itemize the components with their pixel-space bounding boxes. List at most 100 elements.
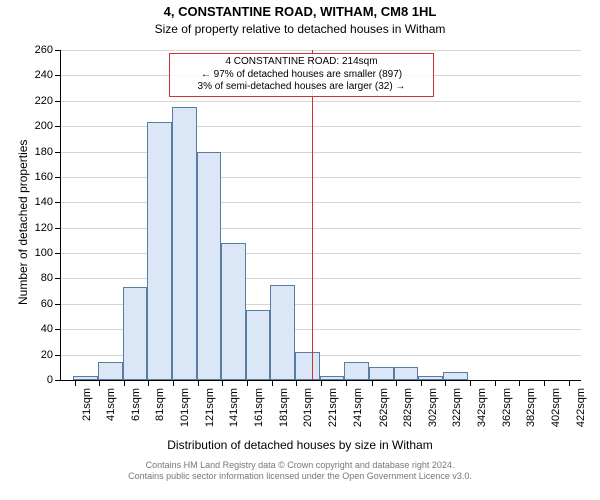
x-tick-label: 382sqm (525, 388, 537, 432)
histogram-bar (344, 362, 369, 380)
annotation-line-3: 3% of semi-detached houses are larger (3… (174, 81, 429, 94)
gridline (61, 228, 581, 229)
gridline (61, 152, 581, 153)
y-tick-label: 40 (41, 323, 53, 335)
x-tick-label: 302sqm (427, 388, 439, 432)
x-tick (519, 380, 520, 386)
y-tick (55, 329, 61, 330)
x-tick (495, 380, 496, 386)
chart-title: 4, CONSTANTINE ROAD, WITHAM, CM8 1HL (0, 4, 600, 19)
y-tick (55, 177, 61, 178)
histogram-bar (246, 310, 271, 380)
histogram-bar (172, 107, 197, 380)
x-tick (148, 380, 149, 386)
x-tick-label: 402sqm (550, 388, 562, 432)
y-tick-label: 80 (41, 272, 53, 284)
y-tick-label: 60 (41, 298, 53, 310)
y-tick (55, 304, 61, 305)
histogram-bar (98, 362, 123, 380)
histogram-bar (320, 376, 345, 380)
annotation-line-2: ← 97% of detached houses are smaller (89… (174, 69, 429, 82)
x-tick (396, 380, 397, 386)
y-tick (55, 278, 61, 279)
x-axis-title: Distribution of detached houses by size … (0, 438, 600, 452)
x-tick (544, 380, 545, 386)
x-tick (75, 380, 76, 386)
y-tick (55, 75, 61, 76)
x-tick (124, 380, 125, 386)
x-tick (321, 380, 322, 386)
histogram-bar (221, 243, 246, 380)
x-tick-label: 201sqm (302, 388, 314, 432)
x-tick-label: 61sqm (130, 388, 142, 432)
x-tick-label: 282sqm (402, 388, 414, 432)
plot-area: 02040608010012014016018020022024026021sq… (60, 50, 581, 381)
histogram-bar (369, 367, 394, 380)
y-tick-label: 20 (41, 349, 53, 361)
x-tick (222, 380, 223, 386)
histogram-bar (147, 122, 172, 380)
marker-line (312, 50, 313, 380)
y-tick (55, 101, 61, 102)
histogram-bar (418, 376, 443, 380)
y-axis-label: Number of detached properties (16, 140, 30, 305)
y-tick-label: 200 (35, 120, 53, 132)
y-tick (55, 228, 61, 229)
chart-container: { "title": "4, CONSTANTINE ROAD, WITHAM,… (0, 0, 600, 500)
x-tick-label: 241sqm (352, 388, 364, 432)
x-tick (99, 380, 100, 386)
x-tick (470, 380, 471, 386)
y-tick (55, 202, 61, 203)
x-tick-label: 221sqm (327, 388, 339, 432)
gridline (61, 177, 581, 178)
histogram-bar (295, 352, 320, 380)
histogram-bar (123, 287, 148, 380)
x-tick-label: 181sqm (278, 388, 290, 432)
footer-line-2: Contains public sector information licen… (0, 471, 600, 482)
x-tick-label: 141sqm (228, 388, 240, 432)
gridline (61, 126, 581, 127)
y-tick-label: 0 (47, 374, 53, 386)
gridline (61, 101, 581, 102)
y-tick-label: 160 (35, 171, 53, 183)
annotation-line-1: 4 CONSTANTINE ROAD: 214sqm (174, 56, 429, 69)
x-tick-label: 161sqm (253, 388, 265, 432)
x-tick (372, 380, 373, 386)
y-tick (55, 380, 61, 381)
x-tick-label: 262sqm (378, 388, 390, 432)
histogram-bar (270, 285, 295, 380)
y-tick-label: 260 (35, 44, 53, 56)
y-tick-label: 140 (35, 196, 53, 208)
x-tick (198, 380, 199, 386)
x-tick-label: 322sqm (451, 388, 463, 432)
histogram-bar (197, 152, 222, 380)
gridline (61, 253, 581, 254)
x-tick-label: 81sqm (154, 388, 166, 432)
annotation-box: 4 CONSTANTINE ROAD: 214sqm← 97% of detac… (169, 53, 434, 97)
y-tick-label: 220 (35, 95, 53, 107)
x-tick (569, 380, 570, 386)
y-tick-label: 100 (35, 247, 53, 259)
x-tick-label: 121sqm (204, 388, 216, 432)
x-tick (296, 380, 297, 386)
footer-attribution: Contains HM Land Registry data © Crown c… (0, 460, 600, 482)
y-tick-label: 180 (35, 146, 53, 158)
y-tick (55, 355, 61, 356)
x-tick-label: 362sqm (501, 388, 513, 432)
gridline (61, 278, 581, 279)
x-tick-label: 342sqm (476, 388, 488, 432)
x-tick (247, 380, 248, 386)
x-tick (173, 380, 174, 386)
histogram-bar (73, 376, 98, 380)
y-tick (55, 50, 61, 51)
gridline (61, 50, 581, 51)
x-tick-label: 422sqm (575, 388, 587, 432)
y-tick (55, 253, 61, 254)
x-tick-label: 101sqm (179, 388, 191, 432)
y-tick (55, 126, 61, 127)
x-tick-label: 21sqm (81, 388, 93, 432)
histogram-bar (443, 372, 468, 380)
x-tick (445, 380, 446, 386)
y-tick-label: 120 (35, 222, 53, 234)
histogram-bar (394, 367, 419, 380)
